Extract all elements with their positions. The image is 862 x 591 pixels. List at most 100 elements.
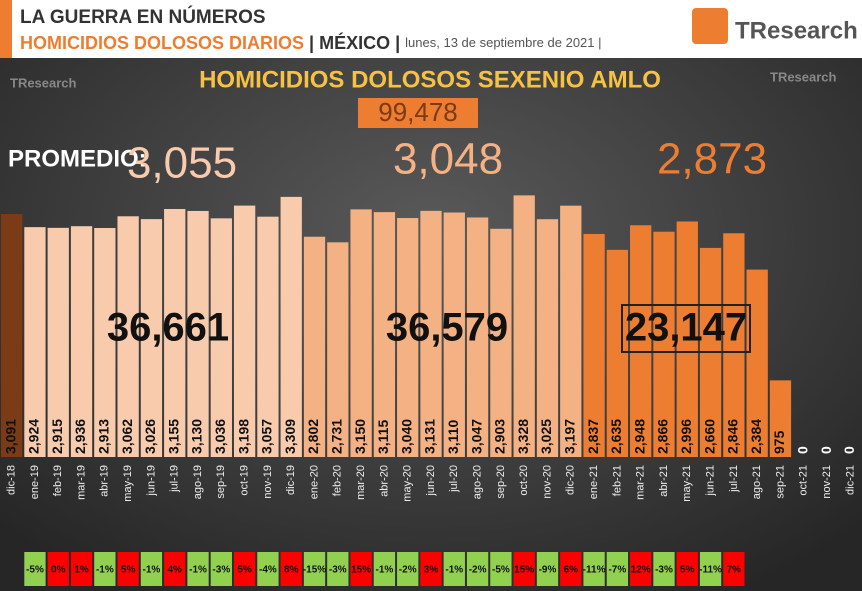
change-box: [490, 552, 512, 586]
bar: [606, 249, 629, 457]
change-box: [187, 552, 209, 586]
value-label: 2,996: [678, 419, 694, 454]
x-tick-label: oct-20: [518, 465, 530, 496]
x-tick-label: nov-20: [541, 465, 553, 499]
change-label: 5%: [680, 565, 695, 576]
header-stripe: [0, 0, 12, 58]
x-tick-label: nov-19: [262, 465, 274, 499]
value-label: 2,802: [305, 419, 321, 454]
bar: [746, 269, 768, 457]
average-label: PROMEDIO:: [8, 145, 147, 172]
change-box: [280, 552, 302, 586]
change-label: -1%: [143, 565, 161, 576]
value-label: 2,837: [585, 419, 601, 454]
change-label: 12%: [631, 565, 651, 576]
change-box: [560, 552, 582, 586]
change-label: 5%: [121, 565, 136, 576]
value-label: 3,115: [375, 420, 391, 454]
bar: [94, 228, 116, 457]
value-label: 2,660: [701, 419, 717, 454]
value-label: 975: [771, 430, 787, 454]
change-box: [653, 552, 675, 586]
value-label: 3,197: [561, 419, 577, 454]
value-label: 3,057: [259, 419, 275, 454]
bar: [723, 233, 745, 457]
change-label: -7%: [608, 565, 626, 576]
change-label: -3%: [212, 565, 230, 576]
value-label: 3,328: [515, 419, 531, 454]
bars: 3,091 dic-18 2,924 ene-19 2,915 feb-19 2,936 ma…: [1, 195, 857, 586]
value-label: 2,915: [49, 419, 65, 454]
change-label: -2%: [399, 565, 417, 576]
value-label: 3,155: [165, 419, 181, 454]
change-label: -1%: [376, 565, 394, 576]
change-box: [606, 552, 629, 586]
change-label: -11%: [583, 565, 606, 576]
value-label: 3,036: [212, 419, 228, 454]
bar: [233, 205, 256, 457]
x-tick-label: abr-20: [378, 465, 390, 497]
change-label: 8%: [284, 565, 299, 576]
x-tick-label: ene-21: [588, 465, 600, 499]
x-tick-label: mar-19: [75, 465, 87, 500]
value-label: 3,130: [189, 419, 205, 454]
year-total-box: [621, 304, 751, 353]
chart-title: HOMICIDIOS DOLOSOS SEXENIO AMLO: [199, 66, 661, 93]
x-tick-label: ago-20: [472, 465, 484, 499]
x-tick-label: sep-19: [215, 465, 227, 499]
bar: [350, 209, 372, 457]
change-label: -4%: [259, 565, 277, 576]
x-tick-label: ene-20: [308, 465, 320, 499]
value-label: 2,948: [631, 419, 647, 454]
bar: [187, 210, 209, 457]
value-label: 2,924: [26, 419, 42, 454]
bar: [397, 218, 419, 457]
total-box: [358, 98, 478, 128]
x-tick-label: sep-21: [774, 465, 786, 499]
value-label: 2,731: [329, 419, 345, 454]
value-label: 3,062: [119, 419, 135, 454]
change-label: 6%: [564, 565, 579, 576]
value-label: 2,903: [492, 419, 508, 454]
change-box: [630, 552, 652, 586]
change-label: -15%: [303, 565, 326, 576]
value-label: 0: [841, 446, 857, 454]
x-tick-label: may-20: [402, 465, 414, 502]
year-total: 36,579: [386, 306, 508, 350]
change-box: [164, 552, 186, 586]
change-label: 15%: [514, 565, 534, 576]
change-box: [233, 552, 256, 586]
change-label: 7%: [727, 565, 742, 576]
value-label: 3,047: [468, 419, 484, 454]
change-box: [70, 552, 93, 586]
change-box: [117, 552, 139, 586]
x-tick-label: mar-20: [355, 465, 367, 500]
average: 2,873: [657, 135, 767, 184]
x-tick-label: jun-19: [145, 465, 157, 497]
x-tick-label: dic-18: [6, 465, 18, 495]
change-box: [443, 552, 465, 586]
x-tick-label: dic-21: [844, 465, 856, 495]
value-label: 3,025: [538, 419, 554, 454]
bar: [676, 221, 698, 457]
change-box: [210, 552, 232, 586]
bar: [70, 226, 93, 457]
change-box: [303, 552, 326, 586]
change-label: -5%: [26, 565, 44, 576]
change-box: [676, 552, 698, 586]
value-label: 0: [794, 446, 810, 454]
change-label: -3%: [329, 565, 347, 576]
bar: [257, 216, 279, 457]
header-place: | MÉXICO |: [309, 32, 400, 53]
value-label: 2,936: [72, 419, 88, 454]
value-label: 3,150: [352, 419, 368, 454]
change-label: 4%: [168, 565, 183, 576]
change-label: -9%: [539, 565, 557, 576]
x-tick-label: may-19: [122, 465, 134, 502]
bar: [536, 219, 559, 457]
bar: [583, 233, 605, 457]
x-tick-label: may-21: [681, 465, 693, 502]
x-tick-label: abr-21: [658, 465, 670, 497]
change-label: -11%: [699, 565, 722, 576]
